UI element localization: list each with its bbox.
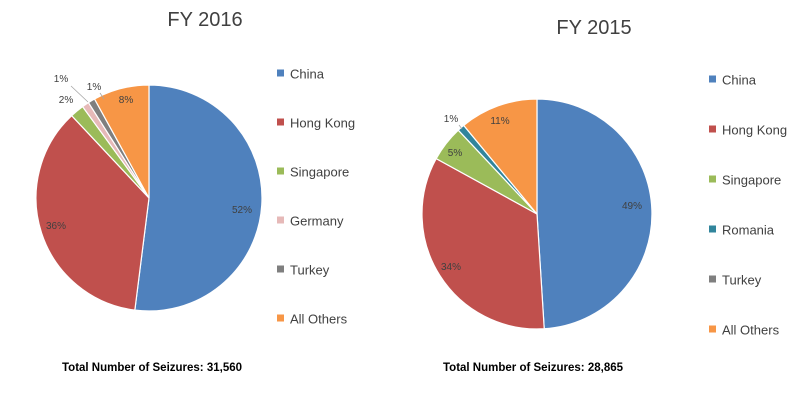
legend-swatch — [709, 275, 716, 283]
legend-swatch — [277, 118, 284, 126]
pie-chart-fy2015: FY 2015 49% 34% 5% 1% 11% China Hong Kong Singap… — [421, 17, 787, 374]
legend-label: All Others — [290, 312, 348, 327]
legend-label: China — [722, 73, 757, 88]
data-label: 2% — [59, 95, 74, 106]
data-label: 5% — [448, 148, 463, 159]
data-label: 1% — [444, 114, 459, 125]
legend-swatch — [709, 125, 716, 133]
legend-label: Romania — [722, 223, 775, 238]
legend-label: Germany — [290, 214, 344, 229]
pie-slice-china — [134, 84, 263, 312]
legend-swatch — [709, 325, 716, 333]
data-label: 52% — [232, 205, 252, 216]
data-label: 34% — [441, 262, 461, 273]
leader-line — [70, 85, 89, 103]
pie-slice-china — [536, 98, 653, 330]
data-label: 1% — [54, 74, 69, 85]
legend-label: All Others — [722, 323, 780, 338]
pie-slice-all-others — [93, 84, 150, 199]
legend-label: China — [290, 67, 325, 82]
legend-swatch — [277, 314, 284, 322]
pie-chart-fy2016: FY 2016 52% 36% 2% 1% 1% 8% China Hong Kong Singa… — [35, 9, 355, 374]
legend-swatch — [277, 167, 284, 175]
legend-label: Singapore — [290, 165, 349, 180]
data-label: 11% — [490, 116, 509, 127]
legend-label: Hong Kong — [722, 123, 787, 138]
leader-line — [99, 92, 105, 100]
pie-slice-hong-kong — [35, 114, 150, 311]
legend-label: Turkey — [722, 273, 762, 288]
leader-line — [458, 124, 463, 130]
pie-slice-all-others — [462, 98, 538, 216]
legend-swatch — [277, 216, 284, 224]
legend-swatch — [277, 265, 284, 273]
total-seizures-label: Total Number of Seizures: 28,865 — [443, 362, 624, 374]
legend-label: Turkey — [290, 263, 330, 278]
data-label: 8% — [119, 95, 134, 106]
chart-title: FY 2016 — [167, 9, 242, 31]
legend-label: Hong Kong — [290, 116, 355, 131]
data-label: 1% — [87, 82, 102, 93]
legend-label: Singapore — [722, 173, 781, 188]
legend-swatch — [709, 225, 716, 233]
total-seizures-label: Total Number of Seizures: 31,560 — [62, 362, 242, 374]
chart-title: FY 2015 — [556, 17, 631, 39]
legend-swatch — [709, 175, 716, 183]
legend-swatch — [277, 69, 284, 77]
data-label: 49% — [622, 201, 642, 212]
legend-swatch — [709, 75, 716, 83]
data-label: 36% — [46, 221, 66, 232]
